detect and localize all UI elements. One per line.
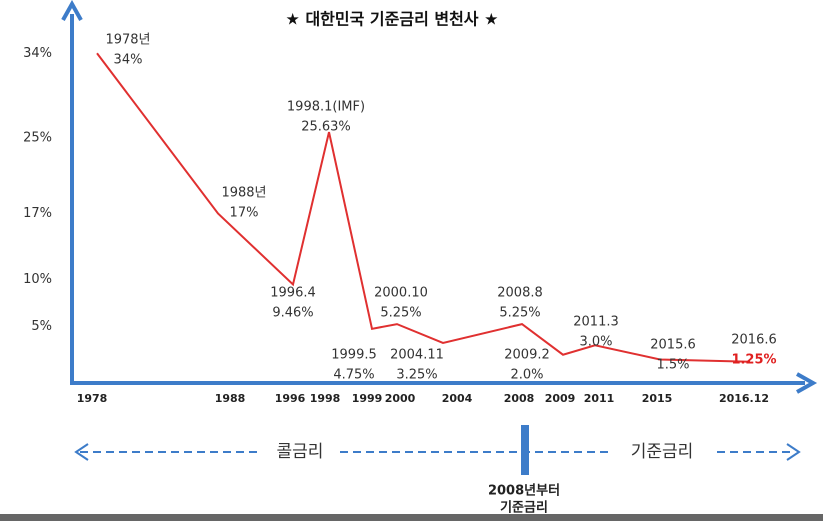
x-tick-label: 2016.12 [719,392,769,405]
x-tick-label: 2004 [442,392,473,405]
y-tick-label: 34% [23,46,52,61]
point-label: 2009.2 [504,348,550,363]
value-label: 5.25% [499,306,540,321]
point-label: 2011.3 [573,315,619,330]
y-axis-arrow [61,0,83,21]
x-tick-label: 2008 [504,392,535,405]
y-tick-label: 10% [23,272,52,287]
divider [521,425,529,475]
point-label: 1998.1(IMF) [287,100,365,115]
x-tick-label: 1998 [310,392,341,405]
annotation: 2008년부터 [488,483,560,499]
annotation: 콜금리 [277,442,324,462]
x-tick-label: 1999 [352,392,383,405]
y-tick-label: 25% [23,131,52,146]
value-label: 5.25% [380,306,421,321]
point-label: 1988년 [221,186,266,201]
y-tick-label: 17% [23,206,52,221]
value-label: 4.75% [333,368,374,383]
point-label: 2000.10 [374,286,428,301]
value-label: 3.25% [396,368,437,383]
value-label: 2.0% [510,368,543,383]
value-label: 1.5% [656,358,689,373]
bottom-bar [0,514,823,521]
value-label: 1.25% [731,353,776,368]
label-bg [262,440,338,464]
chart-title: ★ 대한민국 기준금리 변천사 ★ [286,10,499,29]
annotation: 기준금리 [500,500,548,516]
value-label: 17% [230,206,259,221]
right-arrow [786,443,801,461]
point-label: 2015.6 [650,338,696,353]
x-tick-label: 1978 [77,392,108,405]
value-label: 25.63% [301,120,351,135]
point-label: 2016.6 [731,333,777,348]
x-tick-label: 1988 [215,392,246,405]
point-label: 1996.4 [270,286,316,301]
value-label: 9.46% [272,306,313,321]
x-tick-label: 2011 [584,392,615,405]
x-tick-label: 2000 [385,392,416,405]
annotation: 기준금리 [631,442,694,462]
x-tick-label: 1996 [275,392,306,405]
line [96,52,751,363]
left-arrow [74,443,89,461]
y-tick-label: 5% [31,319,52,334]
point-label: 2008.8 [497,286,543,301]
x-tick-label: 2009 [545,392,576,405]
point-label: 1978년 [105,33,150,48]
label-bg [612,440,712,464]
point-label: 1999.5 [331,348,377,363]
x-tick-label: 2015 [642,392,673,405]
point-label: 2004.11 [390,348,444,363]
x-axis-arrow [796,372,818,394]
value-label: 34% [114,53,143,68]
value-label: 3.0% [579,335,612,350]
